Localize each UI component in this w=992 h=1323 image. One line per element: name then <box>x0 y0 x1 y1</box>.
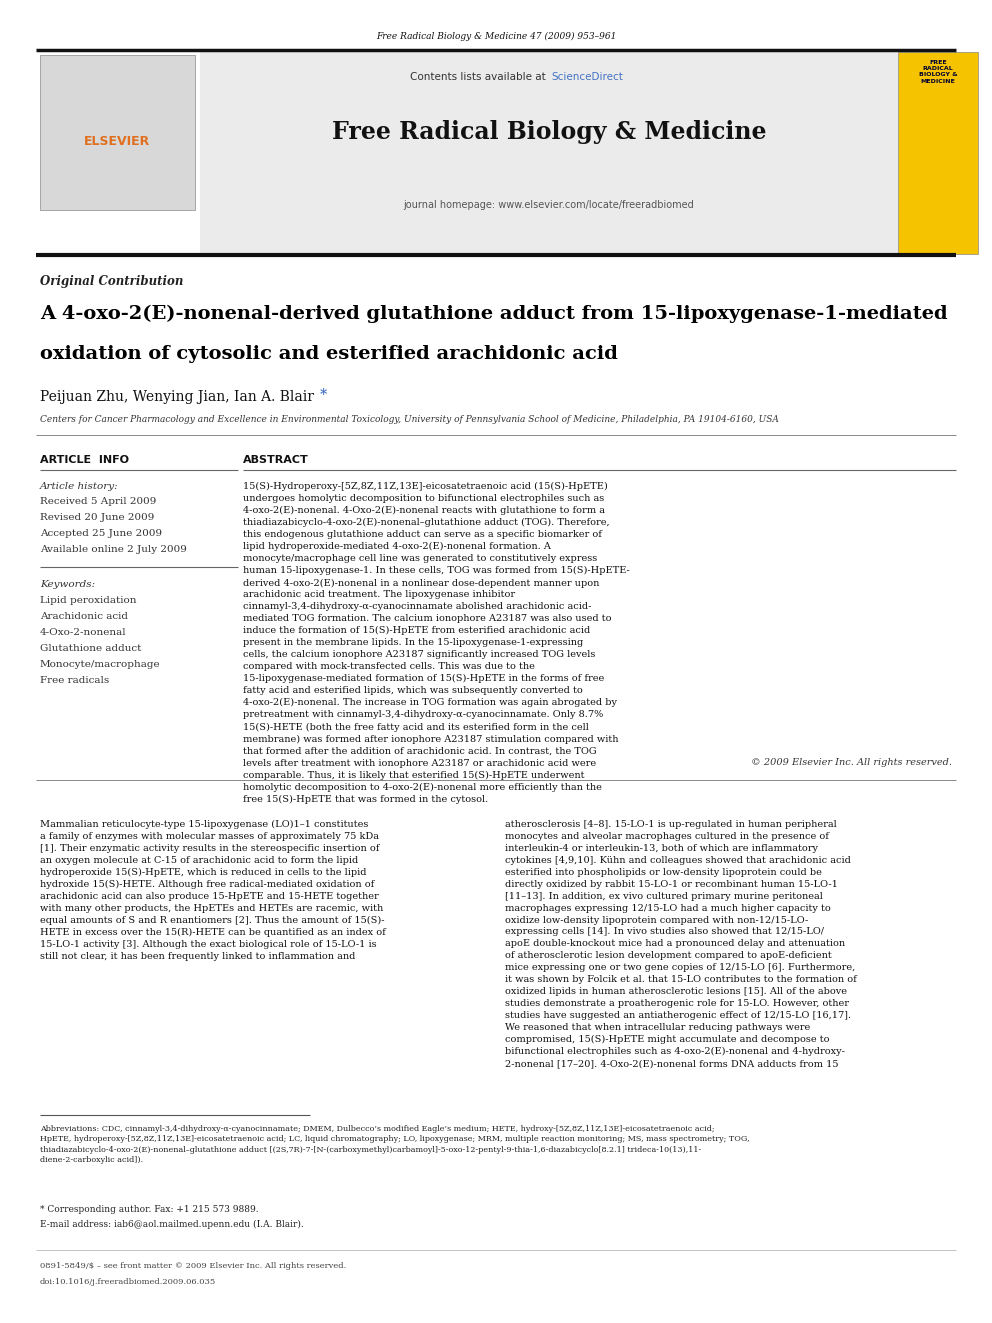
Bar <box>40 56 195 210</box>
Text: Peijuan Zhu, Wenying Jian, Ian A. Blair: Peijuan Zhu, Wenying Jian, Ian A. Blair <box>40 390 314 404</box>
Text: oxidation of cytosolic and esterified arachidonic acid: oxidation of cytosolic and esterified ar… <box>40 345 618 363</box>
Text: Available online 2 July 2009: Available online 2 July 2009 <box>40 545 186 554</box>
Text: Free Radical Biology & Medicine: Free Radical Biology & Medicine <box>331 120 766 144</box>
Text: Contents lists available at: Contents lists available at <box>410 71 549 82</box>
Text: Abbreviations: CDC, cinnamyl-3,4-dihydroxy-α-cyanocinnamate; DMEM, Dulbecco’s mo: Abbreviations: CDC, cinnamyl-3,4-dihydro… <box>40 1125 750 1164</box>
Text: ARTICLE  INFO: ARTICLE INFO <box>40 455 129 464</box>
Text: Received 5 April 2009: Received 5 April 2009 <box>40 497 157 505</box>
Text: Keywords:: Keywords: <box>40 579 95 589</box>
Text: ABSTRACT: ABSTRACT <box>243 455 309 464</box>
Text: Glutathione adduct: Glutathione adduct <box>40 644 142 654</box>
Text: * Corresponding author. Fax: +1 215 573 9889.: * Corresponding author. Fax: +1 215 573 … <box>40 1205 259 1215</box>
Text: 0891-5849/$ – see front matter © 2009 Elsevier Inc. All rights reserved.: 0891-5849/$ – see front matter © 2009 El… <box>40 1262 346 1270</box>
Text: Lipid peroxidation: Lipid peroxidation <box>40 595 137 605</box>
Text: A 4-oxo-2(E)-nonenal-derived glutathione adduct from 15-lipoxygenase-1-mediated: A 4-oxo-2(E)-nonenal-derived glutathione… <box>40 306 947 323</box>
Text: journal homepage: www.elsevier.com/locate/freeradbiomed: journal homepage: www.elsevier.com/locat… <box>404 200 694 210</box>
Text: 4-Oxo-2-nonenal: 4-Oxo-2-nonenal <box>40 628 127 636</box>
Text: Free Radical Biology & Medicine 47 (2009) 953–961: Free Radical Biology & Medicine 47 (2009… <box>376 32 616 41</box>
Text: Revised 20 June 2009: Revised 20 June 2009 <box>40 513 155 523</box>
Text: Free radicals: Free radicals <box>40 676 109 685</box>
Text: *: * <box>320 388 327 402</box>
Text: atherosclerosis [4–8]. 15-LO-1 is up-regulated in human peripheral
monocytes and: atherosclerosis [4–8]. 15-LO-1 is up-reg… <box>505 820 857 1068</box>
Text: Original Contribution: Original Contribution <box>40 275 184 288</box>
Bar <box>898 52 978 254</box>
Text: 15(S)-Hydroperoxy-[5Z,8Z,11Z,13E]-eicosatetraenoic acid (15(S)-HpETE)
undergoes : 15(S)-Hydroperoxy-[5Z,8Z,11Z,13E]-eicosa… <box>243 482 630 804</box>
Text: © 2009 Elsevier Inc. All rights reserved.: © 2009 Elsevier Inc. All rights reserved… <box>751 758 952 767</box>
Bar <box>200 52 898 254</box>
Text: Monocyte/macrophage: Monocyte/macrophage <box>40 660 161 669</box>
Text: ELSEVIER: ELSEVIER <box>84 135 150 148</box>
Text: FREE
RADICAL
BIOLOGY &
MEDICINE: FREE RADICAL BIOLOGY & MEDICINE <box>919 60 957 83</box>
Text: Accepted 25 June 2009: Accepted 25 June 2009 <box>40 529 162 538</box>
Text: E-mail address: iab6@aol.mailmed.upenn.edu (I.A. Blair).: E-mail address: iab6@aol.mailmed.upenn.e… <box>40 1220 304 1229</box>
Text: ScienceDirect: ScienceDirect <box>551 71 623 82</box>
Text: Article history:: Article history: <box>40 482 119 491</box>
Text: Mammalian reticulocyte-type 15-lipoxygenase (LO)1–1 constitutes
a family of enzy: Mammalian reticulocyte-type 15-lipoxygen… <box>40 820 386 962</box>
Text: Centers for Cancer Pharmacology and Excellence in Environmental Toxicology, Univ: Centers for Cancer Pharmacology and Exce… <box>40 415 779 423</box>
Bar <box>36 52 199 254</box>
Text: Arachidonic acid: Arachidonic acid <box>40 613 128 620</box>
Text: doi:10.1016/j.freeradbiomed.2009.06.035: doi:10.1016/j.freeradbiomed.2009.06.035 <box>40 1278 216 1286</box>
